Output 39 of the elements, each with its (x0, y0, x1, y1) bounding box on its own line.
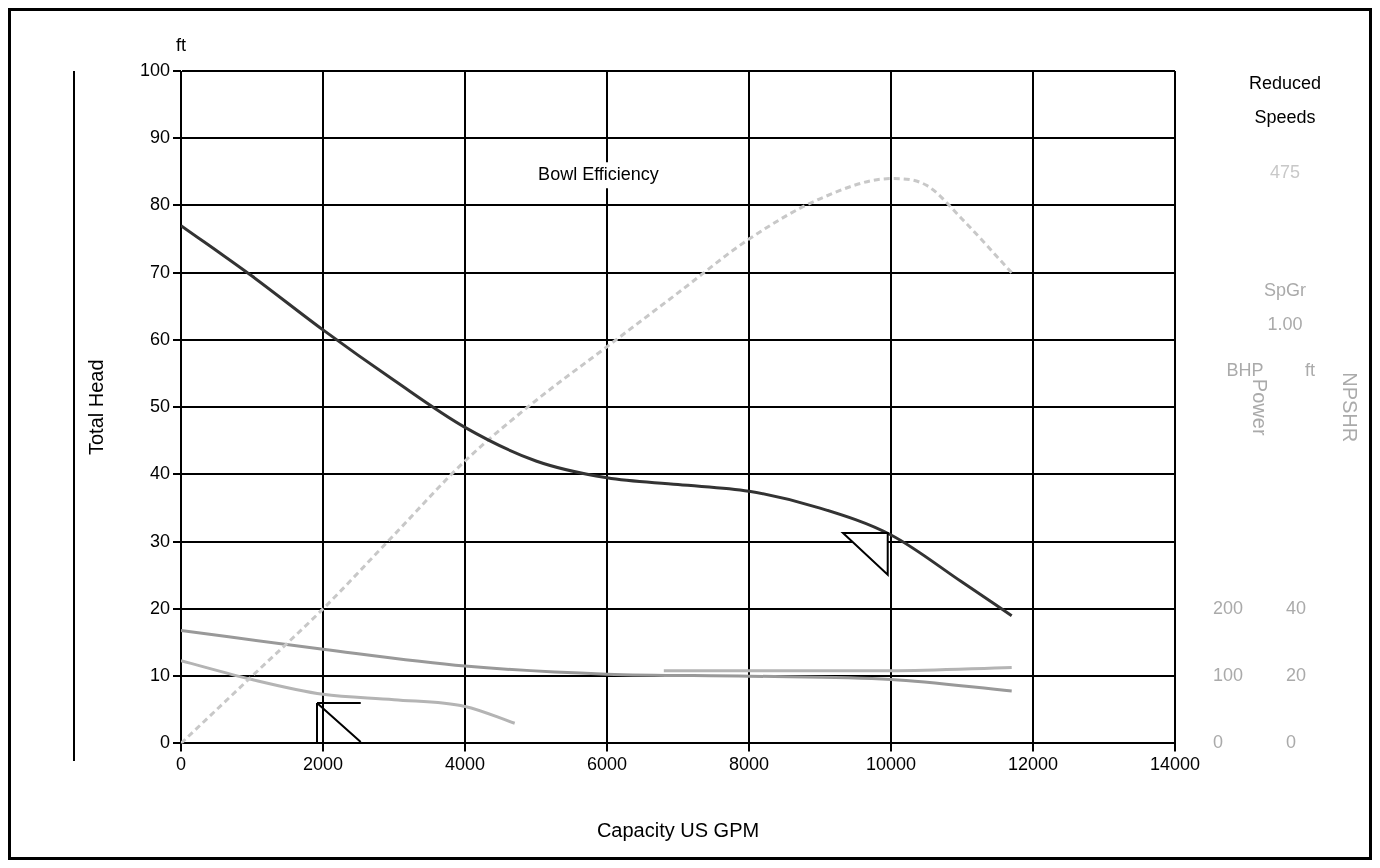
y-tick-label: 40 (149, 463, 170, 484)
y-tick-label: 70 (149, 261, 170, 282)
x-tick-label: 4000 (444, 754, 486, 775)
y-tick-label: 80 (149, 194, 170, 215)
text: BHP (1226, 359, 1264, 380)
x-tick-label: 0 (175, 754, 187, 775)
text: 1.00 (1267, 313, 1303, 334)
y3-tick-label: 40 (1286, 597, 1307, 618)
x-tick-label: 14000 (1149, 754, 1201, 775)
x-axis-title: Capacity US GPM (596, 818, 760, 841)
y2-axis-title: Power (1249, 378, 1272, 436)
y3-axis-title: NPSHR (1339, 372, 1362, 443)
y-tick-label: 10 (149, 665, 170, 686)
line-series (181, 628, 1014, 693)
y3-tick-label: 0 (1286, 732, 1297, 753)
y-axis-title: Total Head (84, 359, 107, 456)
x-tick-label: 2000 (302, 754, 344, 775)
y-tick-label: 0 (159, 732, 170, 753)
x-tick-label: 10000 (865, 754, 917, 775)
y-tick-label: 60 (149, 328, 170, 349)
y2-tick-label: 0 (1213, 732, 1224, 753)
annotation: Bowl Efficiency (538, 164, 659, 185)
y3-tick-label: 20 (1286, 665, 1307, 686)
y-tick-label: 20 (149, 597, 170, 618)
y2-tick-label: 200 (1213, 597, 1244, 618)
text: ft (1304, 359, 1316, 380)
y2-tick-label: 100 (1213, 665, 1244, 686)
y-tick-label: 90 (149, 127, 170, 148)
y-tick-label: 100 (139, 59, 170, 80)
text: Reduced Speeds (1248, 72, 1322, 127)
line-series (181, 659, 517, 725)
x-tick-label: 12000 (1007, 754, 1059, 775)
x-tick-label: 6000 (586, 754, 628, 775)
y-tick-label: 50 (149, 396, 170, 417)
line-series (181, 224, 1014, 618)
y-tick-label: 30 (149, 530, 170, 551)
text: SpGr (1263, 279, 1307, 300)
text: ft (175, 34, 187, 55)
x-tick-label: 8000 (728, 754, 770, 775)
